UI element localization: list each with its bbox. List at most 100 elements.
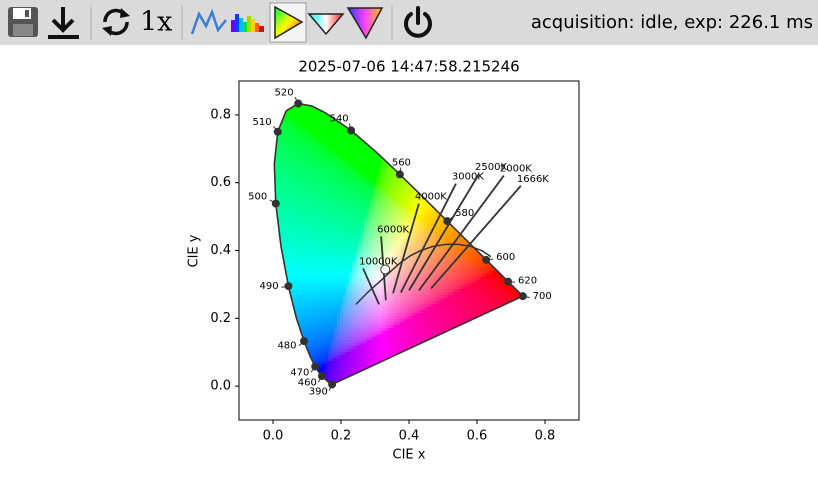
download-button[interactable]	[48, 7, 79, 39]
gamut-cell	[295, 109, 299, 113]
gamut-cell	[283, 247, 287, 251]
gamut-cell	[358, 274, 362, 278]
gamut-cell	[337, 196, 341, 200]
gamut-cell	[457, 223, 461, 227]
gamut-cell	[280, 151, 284, 155]
gamut-cell	[382, 193, 386, 197]
gamut-cell	[337, 106, 341, 110]
gamut-cell	[340, 235, 344, 239]
gamut-cell	[424, 151, 428, 155]
gamut-cell	[442, 106, 446, 110]
cie-xy-button[interactable]	[274, 5, 304, 40]
gamut-cell	[454, 136, 458, 140]
gamut-cell	[430, 136, 434, 140]
gamut-cell	[487, 124, 491, 128]
gamut-cell	[391, 202, 395, 206]
gamut-cell	[313, 139, 317, 143]
gamut-cell	[400, 127, 404, 131]
gamut-cell	[301, 181, 305, 185]
gamut-cell	[451, 256, 455, 260]
gamut-cell	[334, 196, 338, 200]
gamut-cell	[364, 214, 368, 218]
gamut-cell	[313, 184, 317, 188]
gamut-cell	[481, 241, 485, 245]
gamut-cell	[445, 253, 449, 257]
gamut-cell	[514, 136, 518, 140]
gamut-cell	[511, 232, 515, 236]
gamut-cell	[367, 241, 371, 245]
gamut-cell	[328, 205, 332, 209]
gamut-cell	[388, 262, 392, 266]
gamut-cell	[301, 202, 305, 206]
spectrum-button[interactable]	[231, 14, 264, 32]
gamut-cell	[274, 226, 278, 230]
gamut-cell	[319, 202, 323, 206]
gamut-cell	[412, 205, 416, 209]
gamut-cell	[325, 253, 329, 257]
gamut-cell	[328, 148, 332, 152]
gamut-cell	[331, 121, 335, 125]
gamut-cell	[391, 220, 395, 224]
gamut-cell	[463, 109, 467, 113]
gamut-cell	[343, 145, 347, 149]
gamut-cell	[337, 235, 341, 239]
gamut-cell	[280, 127, 284, 131]
gamut-cell	[451, 238, 455, 242]
gamut-cell	[409, 226, 413, 230]
gamut-cell	[520, 250, 523, 254]
gamut-cell	[397, 226, 401, 230]
gamut-cell	[337, 220, 341, 224]
gamut-cell	[319, 181, 323, 185]
zoom-button[interactable]: 1x	[140, 7, 172, 38]
gamut-cell	[448, 106, 452, 110]
cie-lab-button[interactable]	[346, 7, 384, 40]
gamut-cell	[430, 274, 434, 278]
gamut-cell	[373, 193, 377, 197]
gamut-cell	[343, 274, 347, 278]
gamut-cell	[448, 136, 452, 140]
gamut-cell	[382, 256, 386, 260]
gamut-cell	[472, 136, 476, 140]
gamut-cell	[358, 184, 362, 188]
gamut-cell	[487, 226, 491, 230]
gamut-cell	[277, 157, 281, 161]
gamut-cell	[340, 145, 344, 149]
gamut-cell	[427, 124, 431, 128]
gamut-cell	[280, 175, 284, 179]
power-button[interactable]	[404, 6, 432, 38]
gamut-cell	[316, 112, 320, 116]
gamut-cell	[445, 160, 449, 164]
gamut-cell	[517, 208, 521, 212]
gamut-cell	[349, 280, 353, 284]
gamut-cell	[406, 127, 410, 131]
gamut-cell	[316, 229, 320, 233]
gamut-cell	[445, 163, 449, 167]
gamut-cell	[280, 262, 284, 266]
gamut-cell	[376, 196, 380, 200]
gamut-cell	[286, 250, 290, 254]
gamut-cell	[496, 130, 500, 134]
gamut-cell	[385, 103, 389, 107]
cie-uv-button[interactable]	[307, 13, 345, 36]
gamut-cell	[397, 214, 401, 218]
gamut-cell	[295, 187, 299, 191]
gamut-cell	[361, 181, 365, 185]
gamut-cell	[481, 235, 485, 239]
gamut-cell	[298, 274, 302, 278]
line-plot-button[interactable]	[190, 8, 227, 35]
gamut-cell	[505, 184, 509, 188]
gamut-cell	[376, 202, 380, 206]
gamut-cell	[367, 220, 371, 224]
refresh-button[interactable]	[102, 8, 130, 36]
save-button[interactable]	[8, 7, 38, 37]
gamut-cell	[463, 106, 467, 110]
gamut-cell	[385, 280, 389, 284]
gamut-cell	[310, 169, 314, 173]
gamut-cell	[292, 184, 296, 188]
gamut-cell	[436, 166, 440, 170]
gamut-cell	[301, 112, 305, 116]
gamut-cell	[352, 199, 356, 203]
gamut-cell	[415, 142, 419, 146]
gamut-cell	[331, 130, 335, 134]
gamut-cell	[403, 244, 407, 248]
